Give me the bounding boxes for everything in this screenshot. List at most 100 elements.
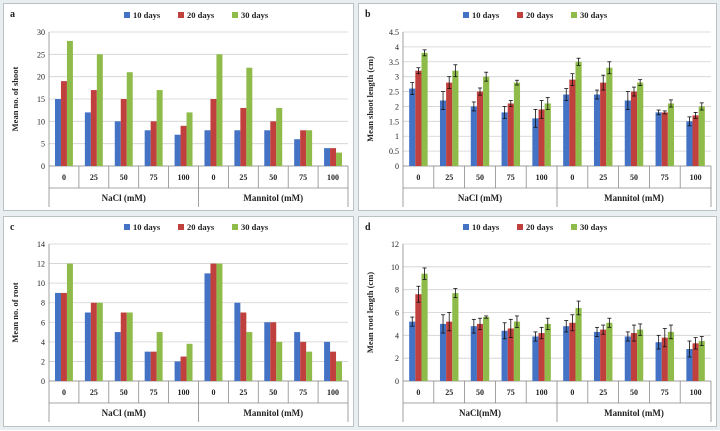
bar — [409, 321, 416, 381]
bar — [330, 148, 337, 166]
y-axis-label: Mean shoot length (cm) — [365, 56, 375, 142]
bar — [630, 333, 638, 381]
y-tick-label: 10 — [37, 117, 45, 126]
bar — [156, 332, 163, 381]
bar — [661, 337, 668, 381]
legend-label: 10 days — [472, 10, 500, 20]
bar — [336, 152, 343, 166]
x-tick-label: 100 — [536, 173, 548, 182]
x-tick-label: 100 — [178, 388, 190, 397]
group-label: NaCl (mM) — [102, 193, 146, 203]
bar — [324, 341, 331, 381]
x-tick-label: 100 — [690, 173, 702, 182]
y-tick-label: 4 — [41, 338, 45, 347]
bar — [538, 109, 545, 166]
x-tick-label: 0 — [62, 173, 66, 182]
bar — [476, 91, 484, 166]
bar — [54, 99, 61, 166]
bar — [246, 332, 253, 381]
x-tick-label: 50 — [120, 388, 128, 397]
legend-swatch — [178, 224, 184, 230]
bar — [624, 336, 631, 381]
y-tick-label: 6 — [41, 318, 45, 327]
legend-swatch — [571, 224, 577, 230]
bar — [96, 54, 103, 167]
x-tick-label: 25 — [90, 173, 98, 182]
bar — [698, 106, 705, 166]
legend-swatch — [178, 12, 184, 18]
bar — [446, 321, 453, 381]
y-tick-label: 0.5 — [389, 147, 399, 156]
y-axis-label: Mean no. of shoot — [10, 66, 20, 131]
x-tick-label: 75 — [299, 173, 307, 182]
bar — [294, 139, 301, 166]
panel-a: a 0 5 10 15 20 25 30 0 25 50 75 100 0 25 50 75 100 NaCl (m… — [3, 3, 354, 211]
y-tick-label: 5 — [41, 140, 45, 149]
panel-letter: c — [10, 222, 15, 233]
x-tick-label: 50 — [269, 173, 277, 182]
y-tick-label: 15 — [37, 95, 45, 104]
bar — [544, 103, 551, 166]
group-label: NaCl (mM) — [102, 408, 146, 418]
chart-shoot-number: a 0 5 10 15 20 25 30 0 25 50 75 100 0 25 50 75 100 NaCl (m… — [10, 9, 349, 207]
y-tick-label: 10 — [391, 263, 399, 272]
y-tick-label: 12 — [37, 260, 45, 269]
y-tick-label: 2.5 — [389, 88, 399, 97]
y-tick-label: 2 — [395, 354, 399, 363]
bar — [606, 67, 613, 166]
bar — [606, 322, 613, 381]
bar — [446, 82, 453, 166]
bar — [415, 70, 422, 166]
bar — [84, 312, 91, 381]
bar — [150, 351, 157, 381]
bar — [501, 330, 508, 381]
bar — [174, 134, 181, 166]
bar — [240, 107, 247, 166]
x-tick-label: 100 — [690, 388, 702, 397]
bar — [270, 121, 277, 166]
legend-label: 20 days — [187, 10, 215, 20]
legend-label: 30 days — [241, 10, 269, 20]
bar — [421, 273, 428, 381]
legend-swatch — [232, 12, 238, 18]
x-tick-label: 25 — [445, 173, 453, 182]
legend-label: 20 days — [187, 222, 215, 232]
x-tick-label: 75 — [507, 173, 515, 182]
bar — [270, 322, 277, 381]
bar — [501, 112, 508, 166]
y-tick-label: 1 — [395, 132, 399, 141]
bar — [126, 312, 133, 381]
y-tick-label: 0 — [41, 377, 45, 386]
legend-swatch — [232, 224, 238, 230]
panel-letter: d — [365, 222, 371, 233]
legend-label: 20 days — [526, 10, 554, 20]
y-tick-label: 1.5 — [389, 117, 399, 126]
x-tick-label: 50 — [476, 388, 484, 397]
bar — [483, 76, 490, 166]
bar — [409, 88, 416, 166]
bar — [186, 112, 193, 166]
group-label: Mannitol (mM) — [243, 408, 303, 418]
legend-swatch — [463, 224, 469, 230]
bar — [538, 333, 545, 381]
y-tick-label: 8 — [395, 286, 399, 295]
bar — [698, 341, 705, 381]
x-tick-label: 25 — [599, 388, 607, 397]
y-axis-label: Mean no. of root — [10, 282, 20, 342]
legend-label: 30 days — [580, 10, 608, 20]
bar — [563, 326, 570, 381]
x-tick-label: 50 — [630, 388, 638, 397]
bar — [300, 341, 307, 381]
y-tick-label: 12 — [391, 240, 399, 249]
bar — [452, 293, 459, 381]
y-tick-label: 14 — [37, 240, 45, 249]
x-tick-label: 0 — [570, 173, 574, 182]
x-tick-label: 0 — [416, 173, 420, 182]
x-tick-label: 75 — [661, 388, 669, 397]
bar — [686, 121, 693, 166]
bar — [439, 323, 447, 381]
bar — [276, 341, 283, 381]
panel-letter: b — [365, 9, 371, 20]
bar — [593, 94, 601, 166]
